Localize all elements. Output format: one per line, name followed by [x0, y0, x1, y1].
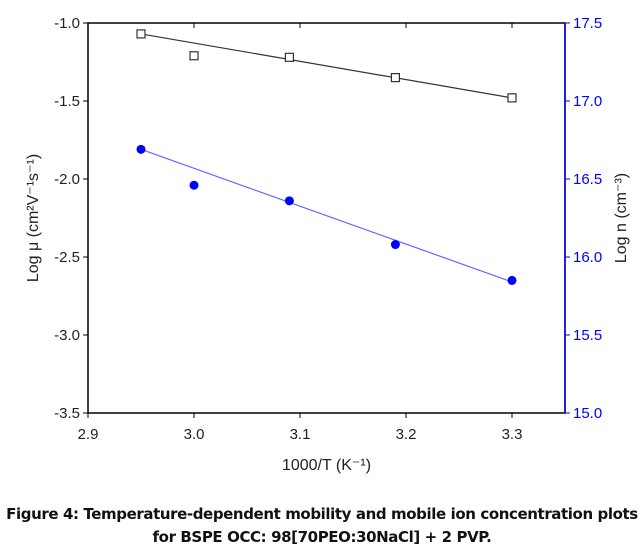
y-right-tick-label: 15.0 [573, 405, 602, 422]
y-right-tick-label: 17.5 [573, 15, 602, 32]
y-left-tick-label: -2.5 [54, 249, 80, 266]
y-left-tick-label: -2.0 [54, 171, 80, 188]
x-axis-label: 1000/T (K⁻¹) [282, 457, 371, 474]
fit-line-1 [140, 148, 513, 283]
x-tick-label: 2.9 [78, 426, 99, 443]
figure-caption-line1: Figure 4: Temperature-dependent mobility… [6, 505, 638, 523]
x-tick-label: 3.1 [290, 426, 311, 443]
data-point-circle [390, 240, 400, 250]
y-left-tick-label: -1.5 [54, 93, 80, 110]
y-left-tick-label: -3.5 [54, 405, 80, 422]
data-point-square [390, 72, 400, 83]
x-tick-label: 3.0 [184, 426, 205, 443]
y-right-tick-label: 16.5 [573, 171, 602, 188]
data-point-circle [136, 144, 146, 154]
x-tick-label: 3.3 [502, 426, 523, 443]
chart: 2.9 3.0 3.1 3.2 3.3 -1.0 -1.5 -2.0 -2.5 -3.0 -3.5 1… [25, 15, 630, 474]
x-tick-label: 3.2 [396, 426, 417, 443]
fit-line-0 [140, 33, 513, 99]
y-left-tick-label: -3.0 [54, 327, 80, 344]
y-left-tick-label: -1.0 [54, 15, 80, 32]
data-point-square [284, 52, 294, 62]
data-point-circle [189, 180, 199, 190]
data-point-circle [507, 275, 517, 285]
data-point-square [189, 51, 199, 61]
figure-caption-line2: for BSPE OCC: 98[70PEO:30NaCl] + 2 PVP. [152, 528, 492, 546]
plot-frame [87, 22, 566, 414]
y-right-tick-label: 17.0 [573, 93, 602, 110]
y-right-axis-label: Log n (cm⁻³) [613, 173, 630, 263]
data-point-square [136, 29, 146, 39]
data-point-square [507, 93, 517, 103]
y-left-axis-label: Log μ (cm²V⁻¹s⁻¹) [25, 154, 42, 282]
y-right-tick-label: 16.0 [573, 249, 602, 266]
y-right-tick-label: 15.5 [573, 327, 602, 344]
data-point-circle [284, 196, 294, 206]
